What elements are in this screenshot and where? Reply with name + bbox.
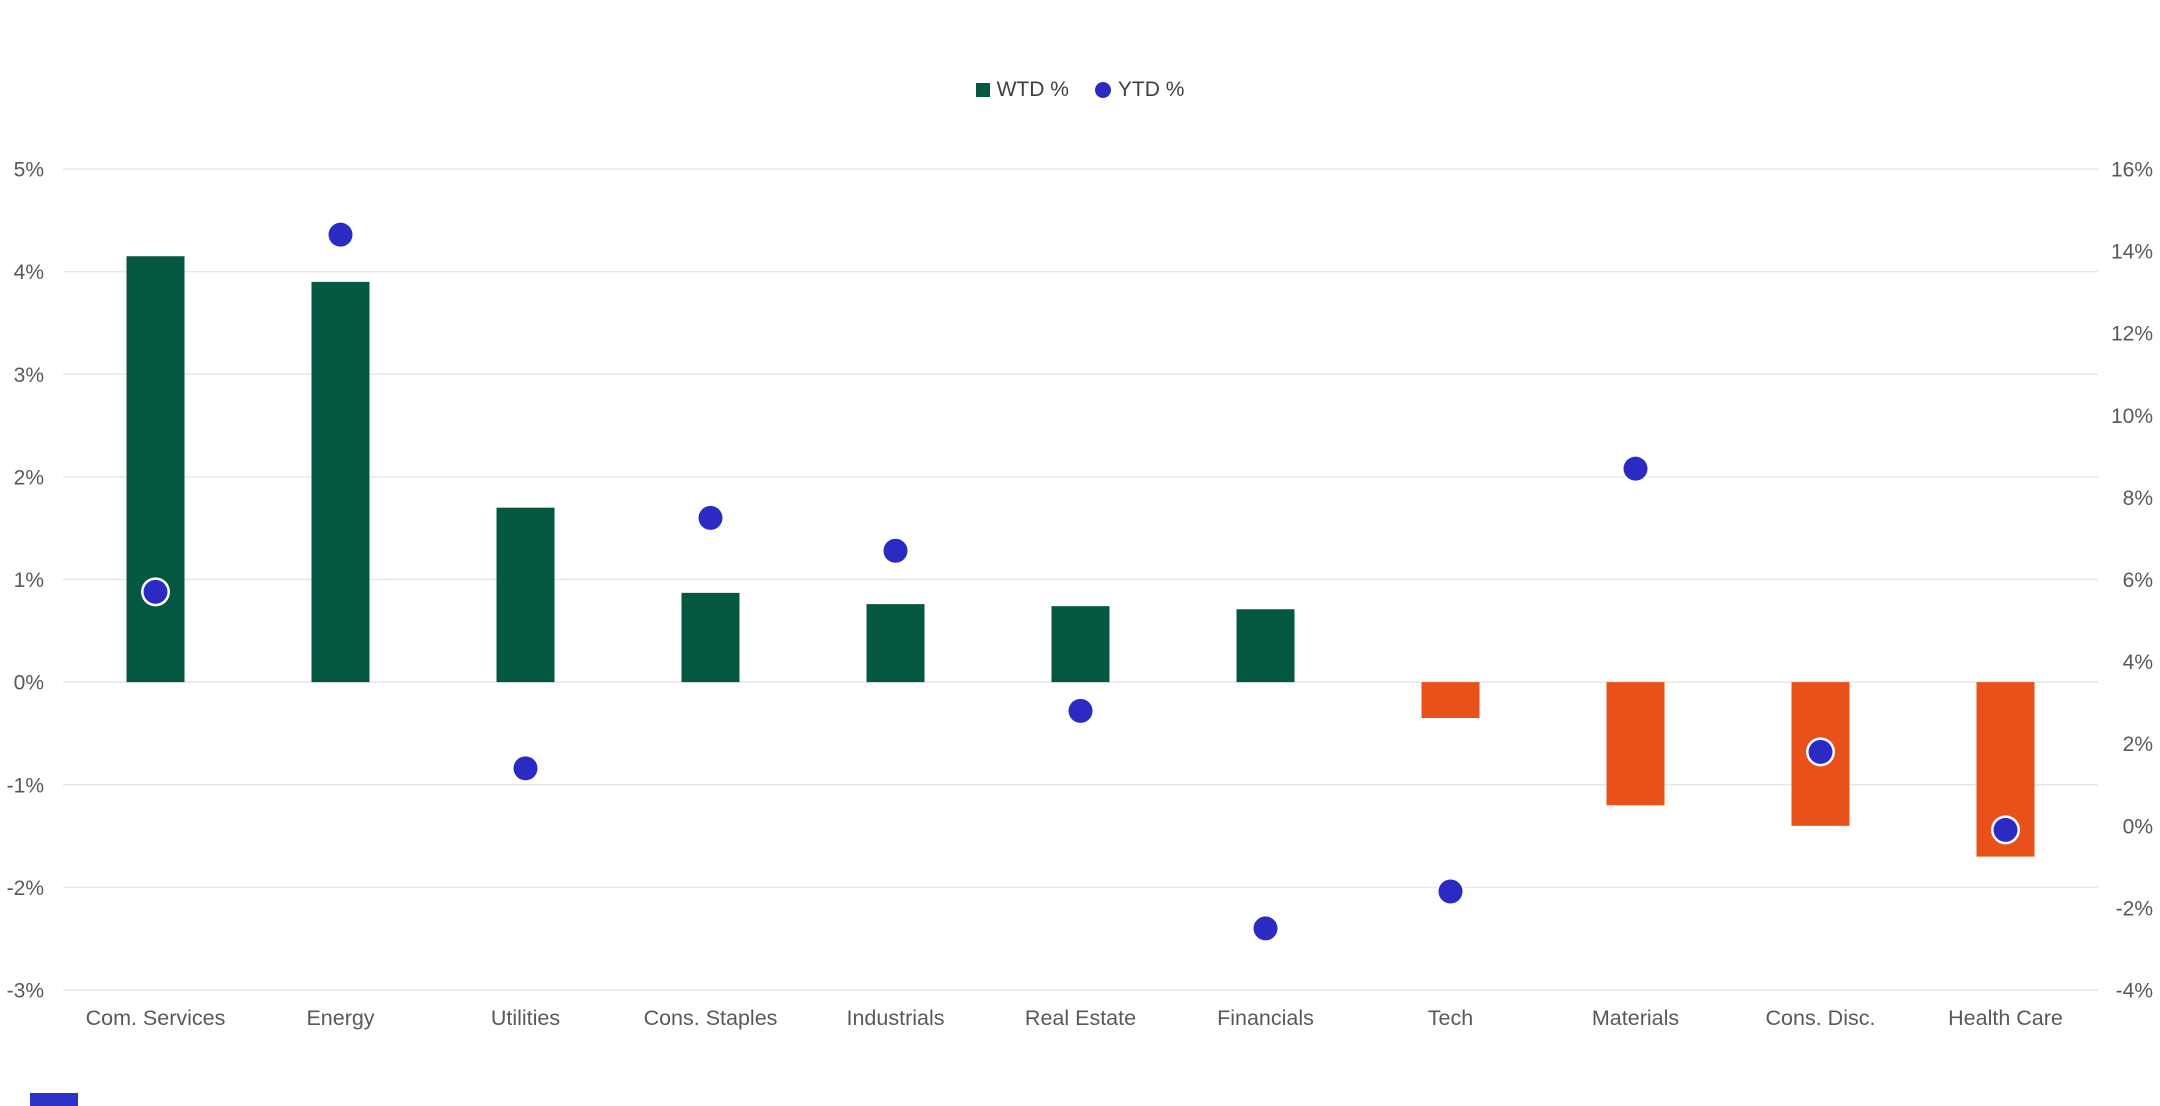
right-axis-tick-label: 12% — [2111, 323, 2153, 346]
left-axis-tick-label: 2% — [14, 466, 44, 489]
right-axis-tick-label: -4% — [2116, 980, 2153, 1003]
left-axis-tick-label: 3% — [14, 364, 44, 387]
category-label: Health Care — [1948, 1006, 2063, 1030]
right-axis-tick-label: 6% — [2123, 569, 2153, 592]
wtd-bar — [1606, 682, 1665, 806]
category-label: Materials — [1592, 1006, 1679, 1030]
wtd-bar — [1051, 606, 1110, 683]
wtd-bar — [866, 604, 925, 683]
category-label: Energy — [306, 1006, 374, 1030]
wtd-bar — [1236, 609, 1295, 683]
left-axis-tick-label: 0% — [14, 672, 44, 695]
legend: WTD % YTD % — [0, 78, 2160, 102]
category-label: Com. Services — [86, 1006, 226, 1030]
ytd-dot — [1253, 916, 1278, 941]
legend-label-wtd: WTD % — [996, 78, 1069, 101]
ytd-dot — [698, 505, 723, 530]
right-axis-tick-label: 4% — [2123, 651, 2153, 674]
ytd-dot — [1993, 817, 2018, 842]
wtd-square-swatch-icon — [975, 83, 990, 97]
right-axis-tick-label: 8% — [2123, 487, 2153, 510]
legend-label-ytd: YTD % — [1117, 78, 1185, 101]
left-axis-tick-label: -2% — [7, 877, 44, 900]
right-axis-tick-label: 16% — [2111, 159, 2153, 182]
category-label: Cons. Disc. — [1766, 1006, 1876, 1030]
left-axis-tick-label: -3% — [7, 980, 44, 1003]
wtd-bar — [126, 256, 185, 683]
ytd-dot — [883, 538, 908, 563]
ytd-dot — [1438, 879, 1463, 904]
category-label: Industrials — [847, 1006, 945, 1030]
ytd-dot — [1808, 739, 1833, 764]
category-label: Tech — [1428, 1006, 1473, 1030]
right-axis-tick-label: 2% — [2123, 733, 2153, 756]
wtd-bar — [311, 281, 370, 683]
partial-bottom-element — [30, 1093, 78, 1106]
category-label: Cons. Staples — [644, 1006, 778, 1030]
ytd-dot — [1623, 456, 1648, 481]
ytd-dot — [143, 579, 168, 604]
ytd-dot — [513, 756, 538, 781]
right-axis-tick-label: -2% — [2116, 897, 2153, 920]
wtd-bar — [1421, 682, 1480, 719]
ytd-dot — [328, 222, 353, 247]
category-label: Real Estate — [1025, 1006, 1136, 1030]
wtd-bar — [681, 592, 740, 683]
left-axis-tick-label: 4% — [14, 261, 44, 284]
wtd-bar — [496, 507, 555, 683]
ytd-circle-swatch-icon — [1094, 82, 1111, 98]
right-axis-tick-label: 10% — [2111, 405, 2153, 428]
right-axis-tick-label: 14% — [2111, 241, 2153, 264]
ytd-dot — [1068, 698, 1093, 723]
right-axis-tick-label: 0% — [2123, 815, 2153, 838]
legend-item-ytd: YTD % — [1094, 78, 1185, 102]
category-label: Utilities — [491, 1006, 560, 1030]
legend-item-wtd: WTD % — [975, 78, 1069, 102]
left-axis-tick-label: 1% — [14, 569, 44, 592]
left-axis-tick-label: -1% — [7, 774, 44, 797]
category-label: Financials — [1217, 1006, 1314, 1030]
left-axis-tick-label: 5% — [14, 159, 44, 182]
